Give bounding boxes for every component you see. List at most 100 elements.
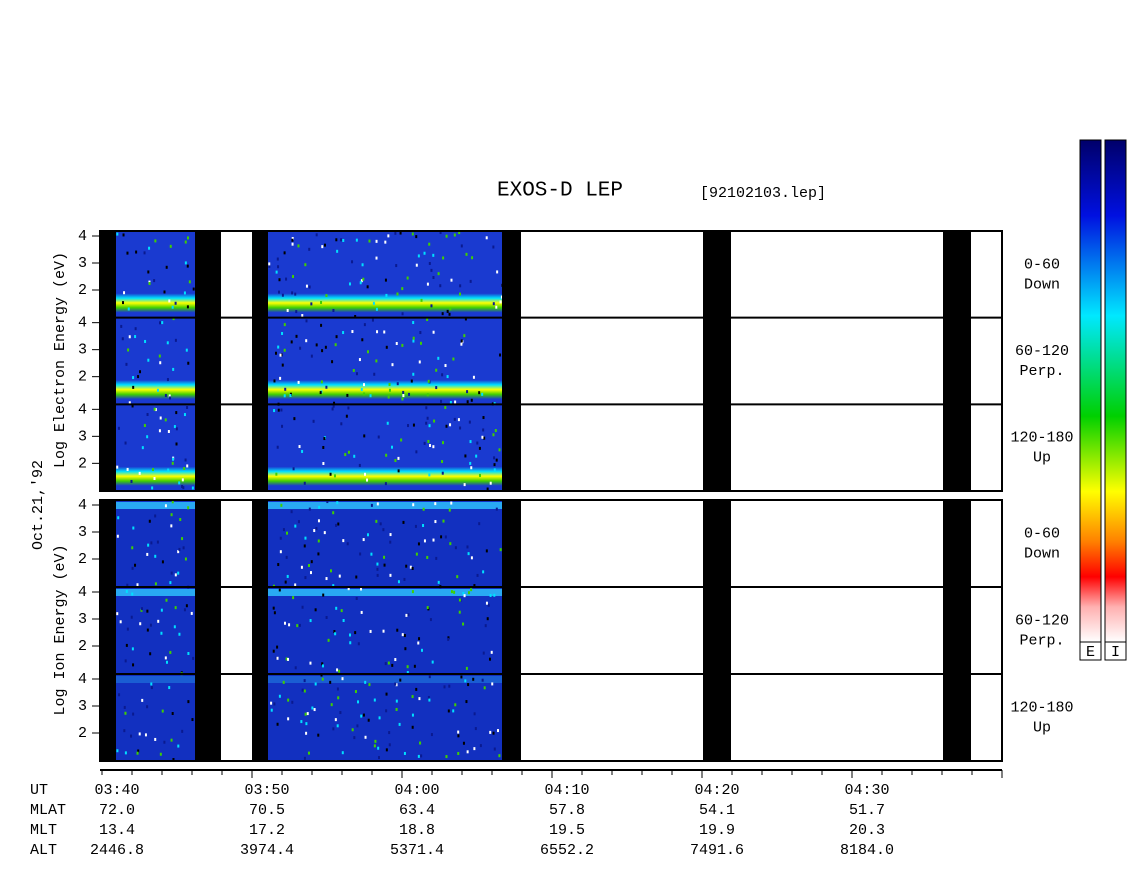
noise bbox=[314, 608, 317, 612]
noise bbox=[415, 263, 418, 267]
noise bbox=[132, 712, 135, 716]
noise bbox=[131, 566, 134, 570]
noise bbox=[275, 270, 278, 274]
y-tick-label: 3 bbox=[78, 611, 87, 628]
noise bbox=[139, 370, 142, 374]
noise bbox=[465, 666, 468, 670]
row-label: UT bbox=[30, 782, 48, 799]
noise bbox=[367, 718, 370, 722]
noise bbox=[147, 543, 150, 547]
noise bbox=[364, 472, 367, 476]
noise bbox=[332, 727, 335, 731]
noise bbox=[414, 524, 417, 528]
noise bbox=[376, 502, 379, 506]
noise bbox=[454, 400, 457, 404]
noise bbox=[277, 265, 280, 269]
noise bbox=[154, 737, 157, 741]
noise bbox=[268, 264, 271, 268]
noise bbox=[278, 694, 281, 698]
noise bbox=[459, 292, 462, 296]
noise bbox=[429, 618, 432, 622]
noise bbox=[184, 261, 187, 265]
noise bbox=[174, 573, 177, 577]
row-value: 3974.4 bbox=[240, 842, 294, 859]
noise bbox=[336, 668, 339, 672]
noise bbox=[383, 330, 386, 334]
noise bbox=[395, 683, 398, 687]
noise bbox=[460, 244, 463, 248]
noise bbox=[272, 649, 275, 653]
noise bbox=[412, 423, 415, 427]
noise bbox=[320, 380, 323, 384]
noise bbox=[320, 300, 323, 304]
noise bbox=[294, 292, 297, 296]
noise bbox=[286, 531, 289, 535]
noise bbox=[375, 359, 378, 363]
data-gap bbox=[943, 231, 971, 491]
noise bbox=[362, 713, 365, 717]
row-value: 8184.0 bbox=[840, 842, 894, 859]
noise bbox=[294, 524, 297, 528]
noise bbox=[324, 345, 327, 349]
data-gap bbox=[502, 231, 521, 491]
noise bbox=[340, 238, 343, 242]
noise bbox=[382, 629, 385, 633]
noise bbox=[446, 375, 449, 379]
noise bbox=[291, 238, 294, 242]
noise bbox=[482, 416, 485, 420]
row-value: 04:20 bbox=[694, 782, 739, 799]
noise bbox=[305, 731, 308, 735]
noise bbox=[178, 547, 181, 551]
noise bbox=[291, 700, 294, 704]
noise bbox=[473, 712, 476, 716]
noise bbox=[357, 700, 360, 704]
noise bbox=[168, 394, 171, 398]
row-value: 19.9 bbox=[699, 822, 735, 839]
noise bbox=[341, 751, 344, 755]
data-gap bbox=[943, 500, 971, 761]
noise bbox=[375, 519, 378, 523]
y-tick-label: 4 bbox=[78, 584, 87, 601]
noise bbox=[354, 314, 357, 318]
flux-band bbox=[116, 466, 195, 486]
noise bbox=[291, 291, 294, 295]
noise bbox=[497, 729, 500, 733]
noise bbox=[470, 466, 473, 470]
y-tick-label: 2 bbox=[78, 369, 87, 386]
noise bbox=[427, 439, 430, 443]
noise bbox=[415, 687, 418, 691]
noise bbox=[124, 441, 127, 445]
noise bbox=[336, 724, 339, 728]
noise bbox=[278, 588, 281, 592]
noise bbox=[411, 567, 414, 571]
noise bbox=[305, 722, 308, 726]
noise bbox=[361, 338, 364, 342]
noise bbox=[435, 368, 438, 372]
row-value: 20.3 bbox=[849, 822, 885, 839]
noise bbox=[466, 400, 469, 404]
noise bbox=[389, 533, 392, 537]
noise bbox=[401, 633, 404, 637]
noise bbox=[159, 752, 162, 756]
row-value: 5371.4 bbox=[390, 842, 444, 859]
noise bbox=[296, 624, 299, 628]
noise bbox=[183, 467, 186, 471]
noise bbox=[187, 652, 190, 656]
noise bbox=[464, 317, 467, 321]
y-tick-label: 3 bbox=[78, 524, 87, 541]
noise bbox=[161, 709, 164, 713]
noise bbox=[411, 713, 414, 717]
noise bbox=[291, 274, 294, 278]
noise bbox=[272, 606, 275, 610]
noise bbox=[448, 684, 451, 688]
noise bbox=[318, 505, 321, 509]
noise bbox=[356, 724, 359, 728]
noise bbox=[410, 379, 413, 383]
noise bbox=[126, 583, 129, 587]
noise bbox=[148, 282, 151, 286]
noise bbox=[376, 562, 379, 566]
noise bbox=[171, 500, 174, 504]
noise bbox=[432, 276, 435, 280]
data-gap bbox=[100, 500, 116, 761]
noise bbox=[429, 443, 432, 447]
